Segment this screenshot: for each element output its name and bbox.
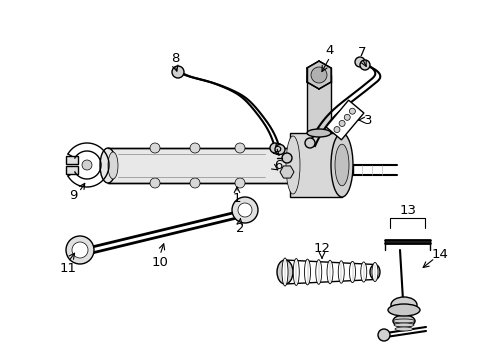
Circle shape xyxy=(354,57,364,67)
Ellipse shape xyxy=(387,304,419,316)
Ellipse shape xyxy=(338,261,344,283)
Ellipse shape xyxy=(390,297,416,313)
Ellipse shape xyxy=(392,315,414,327)
Ellipse shape xyxy=(276,260,292,284)
Ellipse shape xyxy=(304,259,310,285)
Circle shape xyxy=(231,197,258,223)
Circle shape xyxy=(269,143,280,153)
Ellipse shape xyxy=(282,258,287,286)
Polygon shape xyxy=(280,166,293,178)
Ellipse shape xyxy=(360,262,366,282)
Ellipse shape xyxy=(371,262,377,282)
Text: 4: 4 xyxy=(325,44,333,57)
Circle shape xyxy=(82,160,92,170)
Text: 8: 8 xyxy=(170,51,179,64)
Circle shape xyxy=(190,178,200,188)
Circle shape xyxy=(172,66,183,78)
Ellipse shape xyxy=(394,327,412,331)
Circle shape xyxy=(310,67,326,83)
Bar xyxy=(289,133,341,197)
Circle shape xyxy=(333,127,339,132)
Ellipse shape xyxy=(330,133,352,197)
Circle shape xyxy=(338,121,345,126)
Text: 7: 7 xyxy=(357,45,366,59)
Polygon shape xyxy=(306,61,330,89)
Ellipse shape xyxy=(315,260,321,284)
Circle shape xyxy=(377,329,389,341)
Circle shape xyxy=(344,114,349,120)
Polygon shape xyxy=(325,100,363,140)
Ellipse shape xyxy=(369,265,379,279)
Ellipse shape xyxy=(108,152,118,179)
Circle shape xyxy=(150,143,160,153)
Bar xyxy=(108,148,294,183)
Circle shape xyxy=(274,144,285,154)
Circle shape xyxy=(66,236,94,264)
Ellipse shape xyxy=(334,144,348,186)
Circle shape xyxy=(282,153,291,163)
Text: 11: 11 xyxy=(60,261,76,274)
Ellipse shape xyxy=(285,136,299,194)
Circle shape xyxy=(235,143,244,153)
Ellipse shape xyxy=(392,319,414,323)
Ellipse shape xyxy=(326,260,332,284)
Circle shape xyxy=(349,108,355,114)
Circle shape xyxy=(305,138,314,148)
Text: 9: 9 xyxy=(69,189,77,202)
Bar xyxy=(306,75,330,133)
Circle shape xyxy=(359,60,369,70)
Text: 12: 12 xyxy=(313,242,330,255)
Text: 10: 10 xyxy=(151,256,168,269)
Ellipse shape xyxy=(293,258,299,285)
Ellipse shape xyxy=(349,261,355,283)
Ellipse shape xyxy=(100,148,116,183)
Text: 3: 3 xyxy=(363,113,371,126)
Circle shape xyxy=(150,178,160,188)
Ellipse shape xyxy=(306,129,330,137)
Ellipse shape xyxy=(393,323,413,327)
Text: 5: 5 xyxy=(273,141,282,154)
Bar xyxy=(66,166,78,174)
Circle shape xyxy=(190,143,200,153)
Bar xyxy=(66,156,78,164)
Text: 1: 1 xyxy=(232,192,241,204)
Text: 14: 14 xyxy=(431,248,447,261)
Text: 6: 6 xyxy=(273,158,282,171)
Circle shape xyxy=(72,242,88,258)
Circle shape xyxy=(238,203,251,217)
Circle shape xyxy=(235,178,244,188)
Text: 2: 2 xyxy=(235,221,244,234)
Text: 13: 13 xyxy=(399,203,416,216)
